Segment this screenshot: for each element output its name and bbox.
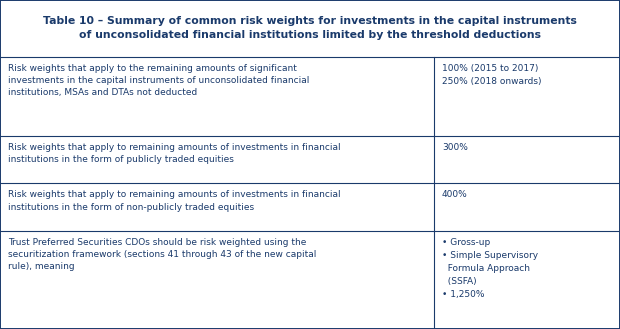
Text: 400%: 400% (442, 190, 468, 199)
Text: Risk weights that apply to remaining amounts of investments in financial
institu: Risk weights that apply to remaining amo… (8, 143, 340, 164)
Text: Table 10 – Summary of common risk weights for investments in the capital instrum: Table 10 – Summary of common risk weight… (43, 16, 577, 40)
Text: Risk weights that apply to the remaining amounts of significant
investments in t: Risk weights that apply to the remaining… (8, 64, 309, 97)
Text: 300%: 300% (442, 143, 468, 152)
Text: Trust Preferred Securities CDOs should be risk weighted using the
securitization: Trust Preferred Securities CDOs should b… (8, 238, 316, 271)
Text: Risk weights that apply to remaining amounts of investments in financial
institu: Risk weights that apply to remaining amo… (8, 190, 340, 212)
Text: • Gross-up
• Simple Supervisory
  Formula Approach
  (SSFA)
• 1,250%: • Gross-up • Simple Supervisory Formula … (442, 238, 538, 299)
Text: 100% (2015 to 2017)
250% (2018 onwards): 100% (2015 to 2017) 250% (2018 onwards) (442, 64, 541, 86)
